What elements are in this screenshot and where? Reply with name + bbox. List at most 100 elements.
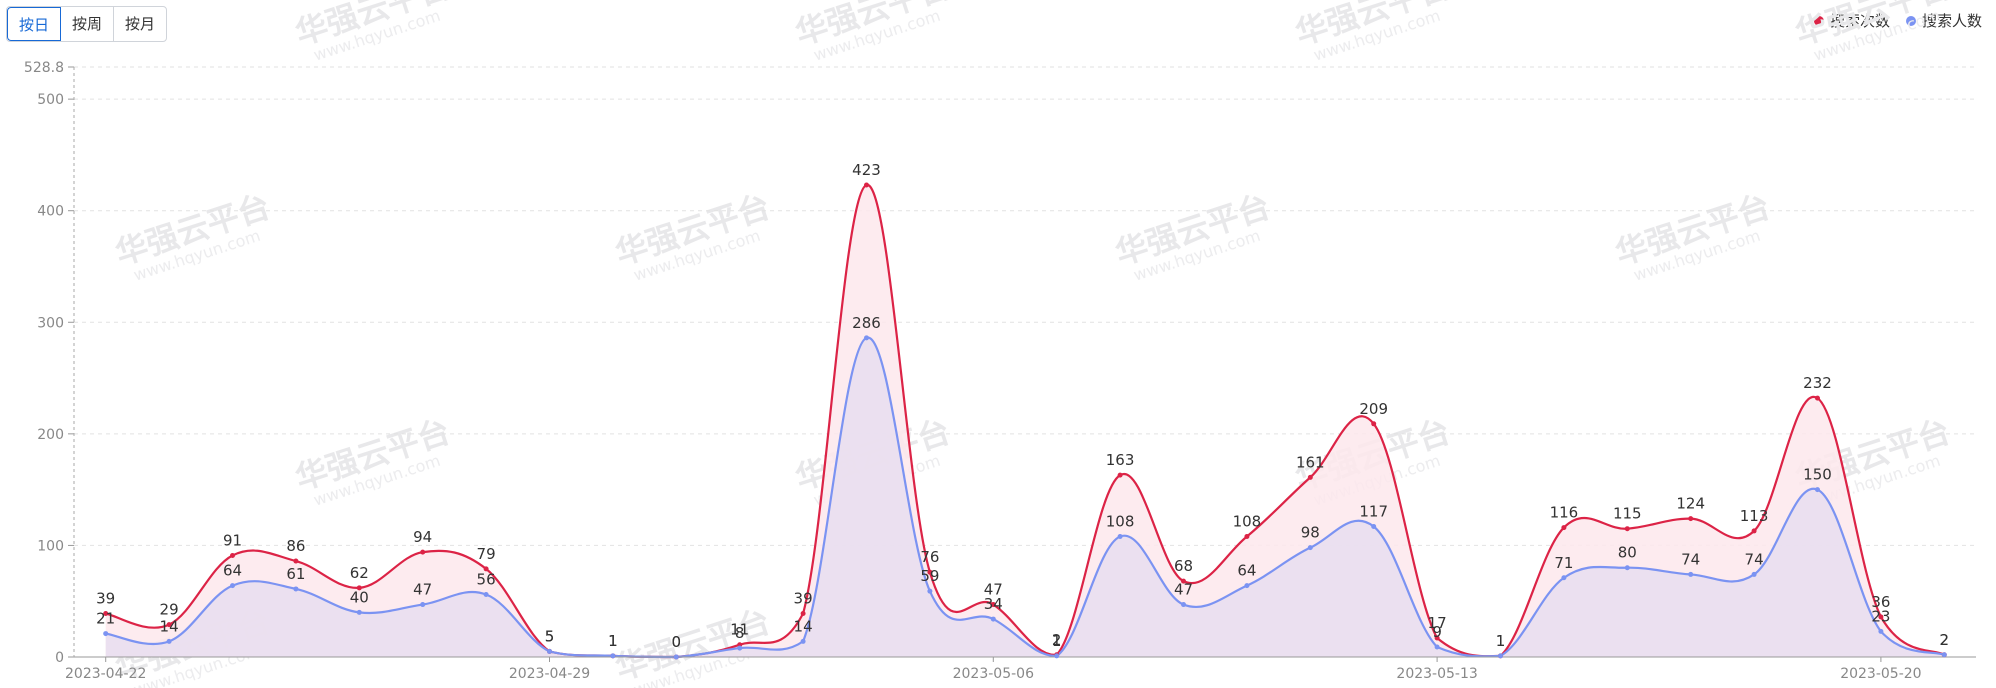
- data-label: 39: [96, 589, 115, 607]
- x-tick-label: 2023-05-20: [1840, 666, 1921, 682]
- data-point: [1117, 472, 1123, 478]
- data-point: [103, 610, 109, 616]
- data-label: 161: [1296, 453, 1325, 471]
- data-point: [1181, 578, 1186, 584]
- data-label: 286: [852, 314, 881, 332]
- data-label: 74: [1681, 550, 1700, 568]
- tab-by-week[interactable]: 按周: [61, 7, 115, 41]
- data-point: [610, 653, 616, 659]
- data-point: [737, 645, 743, 651]
- y-tick-label: 400: [37, 204, 64, 220]
- data-label: 59: [920, 567, 939, 585]
- y-tick-label: 200: [37, 427, 64, 443]
- series-line: [105, 336, 1945, 659]
- data-point: [1307, 545, 1313, 551]
- data-label: 21: [96, 610, 115, 628]
- data-label: 39: [794, 589, 813, 607]
- data-point: [1688, 571, 1694, 577]
- data-point: [547, 648, 552, 654]
- data-point: [1751, 571, 1757, 577]
- data-point: [927, 569, 933, 575]
- data-label: 80: [1618, 544, 1637, 562]
- data-point: [1878, 614, 1884, 620]
- data-point: [356, 609, 362, 615]
- data-point: [673, 654, 679, 660]
- data-label: 2: [1940, 631, 1950, 649]
- data-label: 1: [1496, 632, 1506, 650]
- x-tick-label: 2023-05-13: [1396, 666, 1477, 682]
- data-label: 64: [1237, 562, 1256, 580]
- x-tick-label: 2023-04-29: [509, 666, 590, 682]
- data-label: 14: [160, 617, 179, 635]
- data-point: [1815, 487, 1820, 493]
- data-label: 5: [545, 627, 555, 645]
- data-point: [166, 638, 172, 644]
- data-point: [1751, 528, 1757, 534]
- data-point: [864, 335, 869, 341]
- data-label: 47: [1174, 581, 1193, 599]
- data-label: 62: [350, 564, 369, 582]
- data-label: 150: [1803, 466, 1832, 484]
- data-label: 86: [286, 537, 305, 555]
- data-label: 8: [735, 624, 745, 642]
- data-point: [1371, 421, 1377, 427]
- data-point: [800, 610, 806, 616]
- data-label: 74: [1745, 550, 1764, 568]
- data-point: [1878, 628, 1884, 634]
- data-label: 64: [223, 562, 242, 580]
- data-point: [230, 552, 235, 558]
- data-label: 209: [1359, 400, 1388, 418]
- data-point: [1307, 474, 1313, 480]
- data-label: 117: [1359, 502, 1388, 520]
- data-point: [1624, 565, 1630, 571]
- legend-dot-search-users: [1905, 15, 1916, 26]
- x-tick-label: 2023-05-06: [953, 666, 1034, 682]
- data-label: 115: [1613, 505, 1642, 523]
- data-point: [483, 592, 489, 598]
- data-point: [1561, 575, 1567, 581]
- data-label: 124: [1676, 495, 1705, 513]
- tab-by-month[interactable]: 按月: [125, 15, 156, 33]
- data-label: 47: [984, 581, 1003, 599]
- legend-item-search-users[interactable]: 搜索人数: [1905, 10, 1982, 31]
- data-point: [800, 638, 806, 644]
- data-label: 29: [160, 601, 179, 619]
- data-point: [990, 602, 996, 608]
- chart-legend: 搜索次数 搜索人数: [1813, 10, 1982, 31]
- series-area: [105, 337, 1945, 657]
- data-label: 0: [672, 633, 682, 651]
- data-point: [1561, 525, 1567, 531]
- data-label: 113: [1740, 507, 1769, 525]
- data-label: 14: [794, 617, 813, 635]
- y-tick-label: 0: [55, 650, 64, 666]
- data-label: 76: [920, 548, 939, 566]
- data-point: [483, 566, 489, 572]
- data-label: 40: [350, 588, 369, 606]
- tab-by-day[interactable]: 按日: [7, 7, 62, 41]
- data-point: [927, 588, 933, 594]
- data-label: 1: [608, 632, 618, 650]
- data-point: [1498, 653, 1503, 659]
- y-tick-label: 500: [37, 92, 64, 108]
- data-label: 2: [1052, 631, 1062, 649]
- y-tick-label: 100: [37, 538, 64, 554]
- data-label: 232: [1803, 374, 1832, 392]
- granularity-tabs: 按日 按周 按月: [6, 6, 168, 42]
- data-point: [1434, 635, 1440, 641]
- data-point: [1815, 395, 1820, 401]
- series-line: [105, 183, 1945, 659]
- data-label: 108: [1233, 513, 1262, 531]
- data-label: 0: [672, 633, 682, 651]
- data-point: [1688, 516, 1694, 522]
- legend-item-search-count[interactable]: 搜索次数: [1813, 10, 1890, 31]
- y-tick-label: 300: [37, 315, 64, 331]
- data-label: 98: [1301, 524, 1320, 542]
- data-label: 94: [413, 528, 432, 546]
